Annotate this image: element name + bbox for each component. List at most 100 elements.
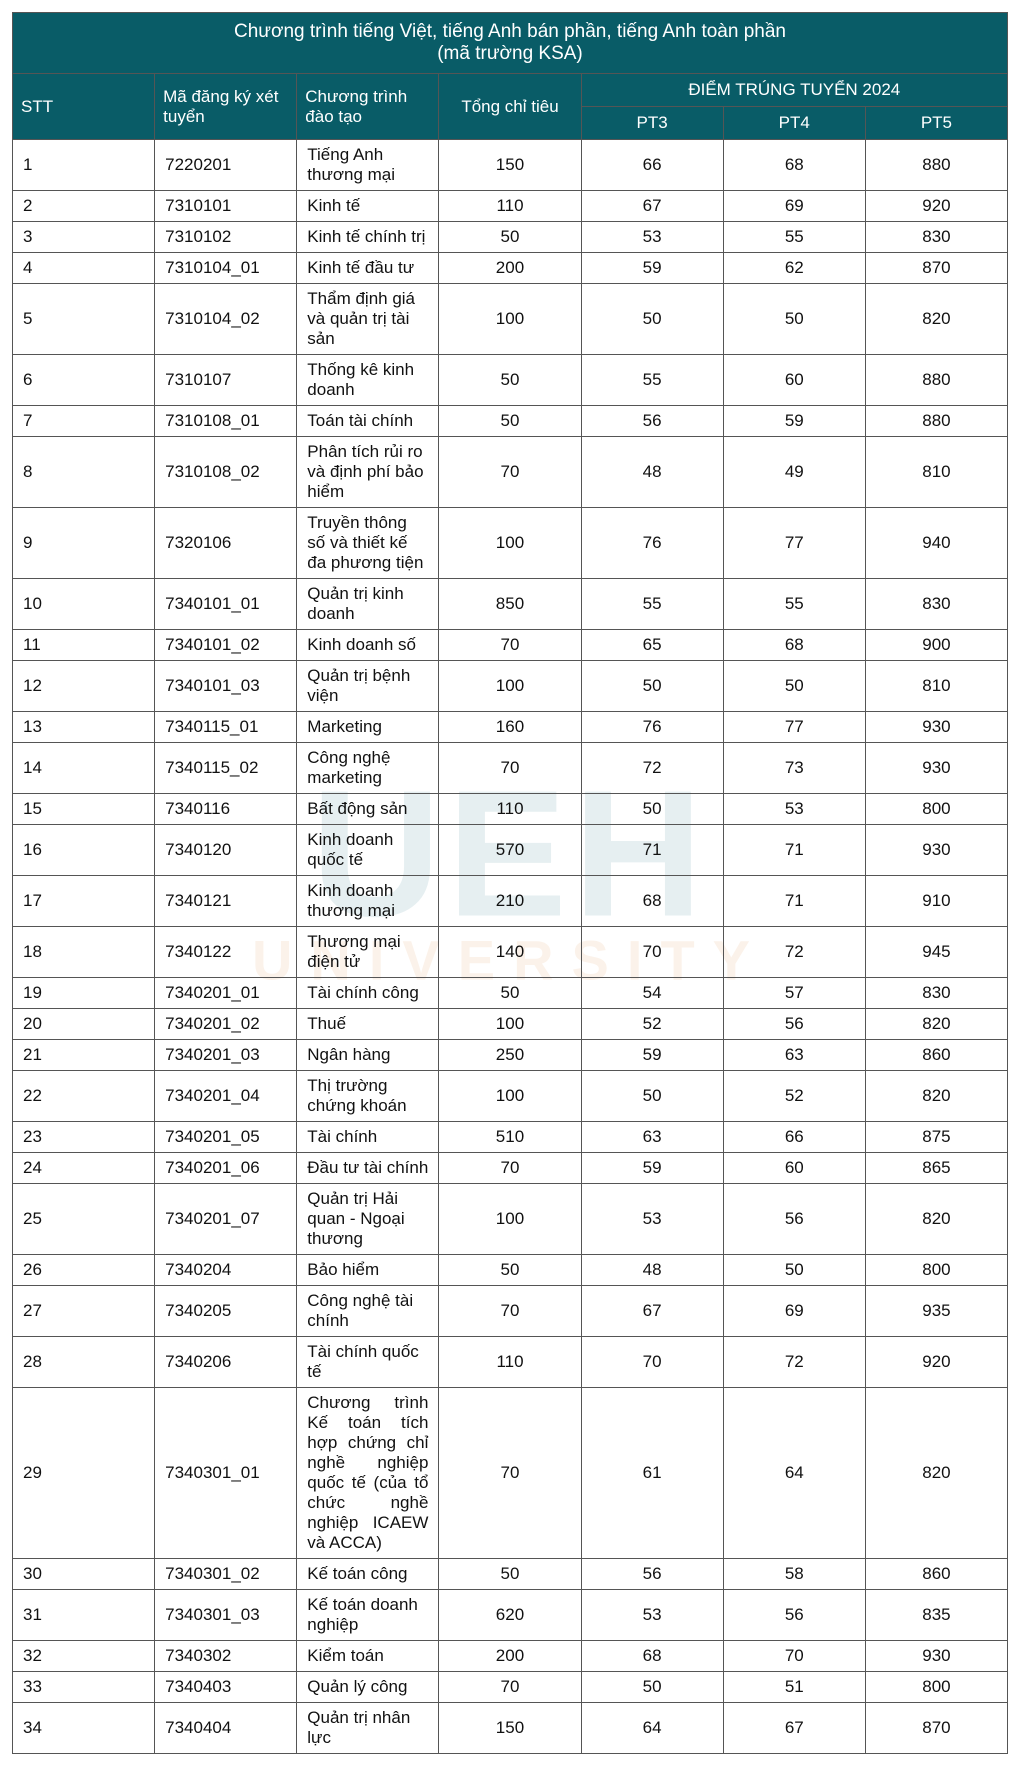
cell-stt: 22 [13,1071,155,1122]
cell-program-name: Thương mại điện tử [297,927,439,978]
cell-pt4: 60 [723,1153,865,1184]
cell-pt4: 69 [723,1286,865,1337]
cell-pt5: 930 [865,712,1007,743]
table-row: 67310107Thống kê kinh doanh505560880 [13,355,1008,406]
cell-code: 7340201_05 [155,1122,297,1153]
cell-pt3: 72 [581,743,723,794]
cell-quota: 140 [439,927,581,978]
cell-pt5: 940 [865,508,1007,579]
cell-quota: 200 [439,253,581,284]
cell-pt3: 67 [581,1286,723,1337]
table-row: 267340204Bảo hiểm504850800 [13,1255,1008,1286]
cell-pt3: 53 [581,1184,723,1255]
table-row: 317340301_03Kế toán doanh nghiệp62053568… [13,1590,1008,1641]
cell-stt: 12 [13,661,155,712]
cell-pt5: 820 [865,1388,1007,1559]
cell-stt: 16 [13,825,155,876]
cell-quota: 100 [439,284,581,355]
table-row: 57310104_02Thẩm định giá và quản trị tài… [13,284,1008,355]
cell-pt3: 48 [581,437,723,508]
cell-pt3: 50 [581,794,723,825]
cell-pt3: 63 [581,1122,723,1153]
cell-pt4: 55 [723,222,865,253]
cell-pt3: 71 [581,825,723,876]
cell-pt4: 53 [723,794,865,825]
cell-stt: 11 [13,630,155,661]
cell-quota: 250 [439,1040,581,1071]
col-header-quota: Tổng chỉ tiêu [439,74,581,140]
cell-program-name: Marketing [297,712,439,743]
cell-pt3: 54 [581,978,723,1009]
cell-stt: 31 [13,1590,155,1641]
cell-pt4: 63 [723,1040,865,1071]
cell-pt5: 930 [865,1641,1007,1672]
cell-pt4: 77 [723,712,865,743]
cell-stt: 27 [13,1286,155,1337]
cell-pt3: 65 [581,630,723,661]
cell-stt: 14 [13,743,155,794]
cell-pt3: 76 [581,712,723,743]
cell-pt3: 55 [581,355,723,406]
cell-pt4: 56 [723,1184,865,1255]
cell-pt4: 77 [723,508,865,579]
cell-program-name: Toán tài chính [297,406,439,437]
cell-code: 7310101 [155,191,297,222]
cell-pt4: 71 [723,876,865,927]
cell-quota: 70 [439,630,581,661]
cell-pt4: 68 [723,630,865,661]
cell-pt5: 820 [865,1009,1007,1040]
cell-pt4: 72 [723,927,865,978]
cell-program-name: Tài chính công [297,978,439,1009]
cell-pt5: 910 [865,876,1007,927]
cell-pt5: 920 [865,191,1007,222]
cell-stt: 18 [13,927,155,978]
table-row: 177340121Kinh doanh thương mại2106871910 [13,876,1008,927]
cell-pt4: 50 [723,284,865,355]
table-row: 227340201_04Thị trường chứng khoán100505… [13,1071,1008,1122]
cell-program-name: Kinh doanh quốc tế [297,825,439,876]
cell-pt5: 820 [865,1184,1007,1255]
cell-program-name: Bất động sản [297,794,439,825]
cell-code: 7340101_03 [155,661,297,712]
cell-code: 7340403 [155,1672,297,1703]
cell-pt4: 72 [723,1337,865,1388]
cell-code: 7340204 [155,1255,297,1286]
cell-pt3: 68 [581,876,723,927]
cell-code: 7340115_01 [155,712,297,743]
cell-program-name: Tiếng Anh thương mại [297,140,439,191]
cell-stt: 32 [13,1641,155,1672]
cell-stt: 1 [13,140,155,191]
cell-pt5: 835 [865,1590,1007,1641]
cell-quota: 70 [439,437,581,508]
cell-quota: 510 [439,1122,581,1153]
cell-program-name: Quản lý công [297,1672,439,1703]
cell-pt3: 52 [581,1009,723,1040]
cell-code: 7310108_01 [155,406,297,437]
cell-pt3: 70 [581,927,723,978]
cell-code: 7340115_02 [155,743,297,794]
table-row: 47310104_01Kinh tế đầu tư2005962870 [13,253,1008,284]
cell-pt5: 820 [865,284,1007,355]
cell-pt3: 55 [581,579,723,630]
table-row: 297340301_01Chương trình Kế toán tích hợ… [13,1388,1008,1559]
cell-code: 7340120 [155,825,297,876]
cell-stt: 9 [13,508,155,579]
cell-stt: 15 [13,794,155,825]
table-row: 17220201Tiếng Anh thương mại1506668880 [13,140,1008,191]
cell-code: 7340302 [155,1641,297,1672]
cell-code: 7340101_01 [155,579,297,630]
cell-pt5: 800 [865,1672,1007,1703]
col-header-score-group: ĐIỂM TRÚNG TUYỂN 2024 [581,74,1007,107]
col-header-code: Mã đăng ký xét tuyển [155,74,297,140]
cell-pt4: 71 [723,825,865,876]
cell-stt: 29 [13,1388,155,1559]
cell-pt5: 880 [865,140,1007,191]
title-line-2: (mã trường KSA) [437,43,583,64]
cell-program-name: Bảo hiểm [297,1255,439,1286]
cell-code: 7340301_01 [155,1388,297,1559]
cell-pt3: 59 [581,1153,723,1184]
cell-program-name: Kế toán công [297,1559,439,1590]
cell-code: 7340201_07 [155,1184,297,1255]
cell-quota: 850 [439,579,581,630]
table-row: 87310108_02Phân tích rủi ro và định phí … [13,437,1008,508]
